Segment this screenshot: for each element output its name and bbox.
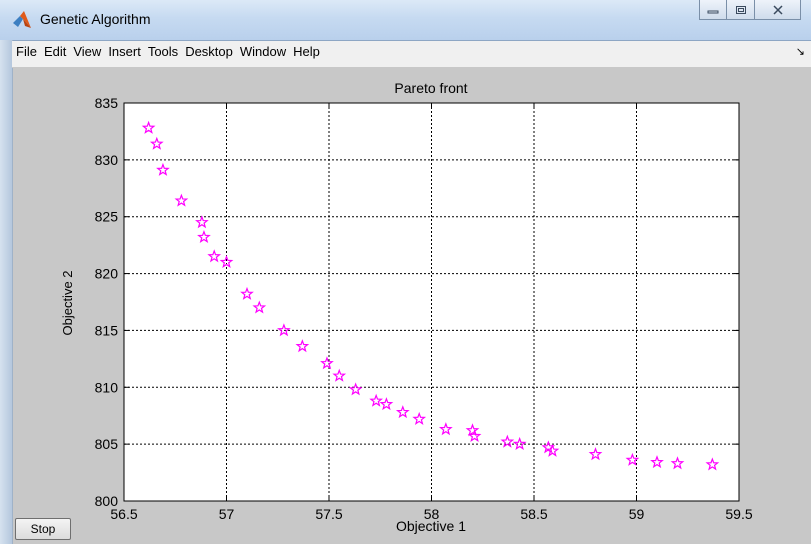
matlab-logo-icon [13,11,31,28]
data-markers [141,120,720,471]
pareto-point-marker [348,382,363,396]
menu-file[interactable]: File [16,44,37,59]
minimize-button[interactable] [699,0,727,20]
pareto-point-marker [465,423,480,437]
pareto-point-marker [252,300,267,314]
pareto-point-marker [670,456,685,470]
pareto-point-marker [588,447,603,461]
menu-bar: File Edit View Insert Tools Desktop Window Help… [12,41,811,68]
x-tick-label: 59.5 [725,506,752,522]
pareto-point-marker [395,405,410,419]
pareto-point-marker [277,323,291,337]
menu-desktop[interactable]: Desktop [185,44,233,59]
x-tick-label: 58 [424,506,440,522]
pareto-point-marker [379,397,394,411]
window-title: Genetic Algorithm [40,11,151,27]
pareto-point-marker [141,120,156,134]
x-tick-label: 58.5 [520,506,547,522]
x-axis-label: Objective 1 [396,518,466,534]
close-button[interactable] [755,0,801,20]
chart-title: Pareto front [394,80,467,96]
pareto-point-marker [625,452,640,466]
menu-help[interactable]: Help [293,44,320,59]
menu-tools[interactable]: Tools [147,44,179,59]
menu-view[interactable]: View [73,44,102,59]
menu-insert[interactable]: Insert [108,44,141,59]
pareto-point-marker [197,229,211,244]
y-tick-label: 800 [95,493,119,509]
maximize-button[interactable] [727,0,755,20]
pareto-point-marker [149,136,164,150]
x-tick-label: 59 [629,506,645,522]
y-tick-label: 825 [95,209,119,225]
y-tick-label: 830 [95,152,119,168]
close-icon [772,4,783,15]
y-tick-label: 810 [95,379,119,395]
pareto-point-marker [705,457,720,471]
figure-canvas: 56.5 57 57.5 58 58.5 59 59.5 800 805 810 815 820 825… [13,68,811,544]
axes-background [123,102,740,502]
minimize-icon [707,10,719,13]
stop-button[interactable]: Stop [15,518,71,540]
pareto-point-marker [467,428,482,443]
pareto-point-marker [295,339,310,353]
pareto-point-marker [500,434,515,448]
x-tick-label: 57.5 [315,506,342,522]
window-left-frame [0,40,13,544]
x-tick-label: 56.5 [110,506,137,522]
pareto-front-chart: 56.5 57 57.5 58 58.5 59 59.5 800 805 810 815 820 825… [60,80,753,534]
pareto-point-marker [240,286,254,300]
maximize-icon [735,5,746,14]
pareto-point-marker [650,455,664,469]
pareto-point-marker [156,162,170,176]
pareto-point-marker [438,422,453,436]
dock-figure-icon[interactable]: ↘ [795,46,805,58]
x-tick-label: 57 [219,506,235,522]
menu-edit[interactable]: Edit [43,44,67,59]
y-tick-label: 820 [95,266,119,282]
pareto-point-marker [174,193,189,207]
pareto-point-marker [512,436,527,450]
y-tick-label: 805 [95,436,119,452]
y-axis-label: Objective 2 [60,270,75,335]
pareto-point-marker [332,368,347,382]
window-controls [699,0,801,22]
pareto-point-marker [219,254,234,269]
pareto-point-marker [412,411,427,425]
y-tick-label: 815 [95,322,119,338]
title-bar[interactable]: Genetic Algorithm [0,0,811,41]
pareto-point-marker [545,443,560,457]
axis-ticks: 56.5 57 57.5 58 58.5 59 59.5 800 805 810 815 820 825… [95,95,753,522]
grid-lines [124,103,739,501]
pareto-point-marker [320,356,334,370]
menu-window[interactable]: Window [239,44,287,59]
pareto-point-marker [195,215,209,229]
pareto-point-marker [207,249,222,263]
pareto-point-marker [369,393,384,407]
y-tick-label: 835 [95,95,119,111]
